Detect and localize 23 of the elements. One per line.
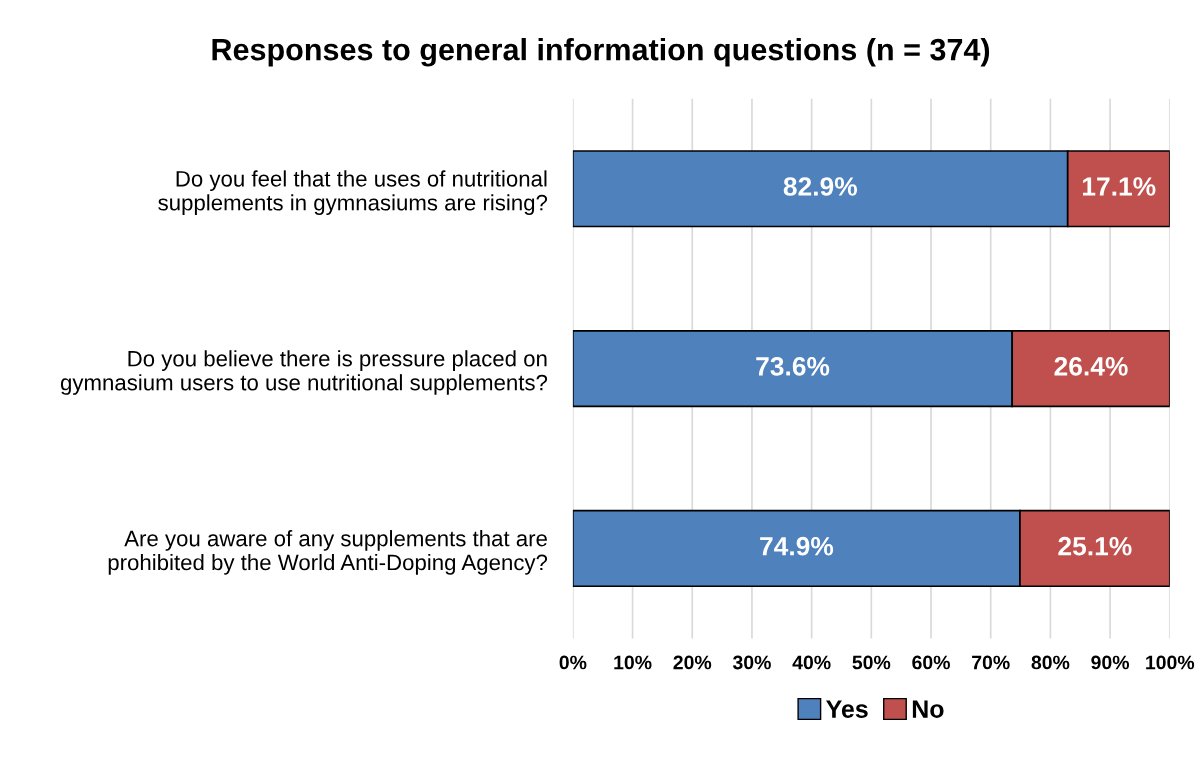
- x-tick-label: 70%: [972, 655, 1010, 670]
- data-label: 17.1%: [1082, 177, 1156, 196]
- x-tick-label: 30%: [732, 655, 771, 670]
- data-label: 25.1%: [1058, 536, 1132, 556]
- y-tick-label: Do you believe there is pressure placed on gymnasium users to use nutritional supplements?: [60, 350, 548, 395]
- x-tick-label: 80%: [1031, 655, 1070, 670]
- x-tick-label: 40%: [792, 655, 831, 670]
- legend-label: Yes: [826, 700, 868, 718]
- x-tick-label: 60%: [912, 655, 950, 670]
- x-tick-label: 50%: [852, 655, 891, 670]
- chart-title: Responses to general information questions (n = 374): [212, 38, 990, 67]
- x-tick-label: 20%: [673, 655, 712, 670]
- x-tick-label: 90%: [1091, 655, 1130, 670]
- y-tick-label: Are you aware of any supplements that are prohibited by the World Anti-Doping Agency?: [108, 530, 548, 575]
- data-label: 26.4%: [1054, 357, 1128, 376]
- y-tick-label: Do you feel that the uses of nutritional supplements in gymnasiums are rising?: [158, 170, 548, 215]
- x-tick-label: 0%: [559, 655, 587, 670]
- data-label: 82.9%: [783, 177, 858, 196]
- legend-label: No: [912, 700, 944, 718]
- data-label: 74.9%: [760, 536, 834, 556]
- data-label: 73.6%: [756, 357, 830, 376]
- x-tick-label: 100%: [1146, 655, 1195, 670]
- x-tick-label: 10%: [614, 655, 652, 670]
